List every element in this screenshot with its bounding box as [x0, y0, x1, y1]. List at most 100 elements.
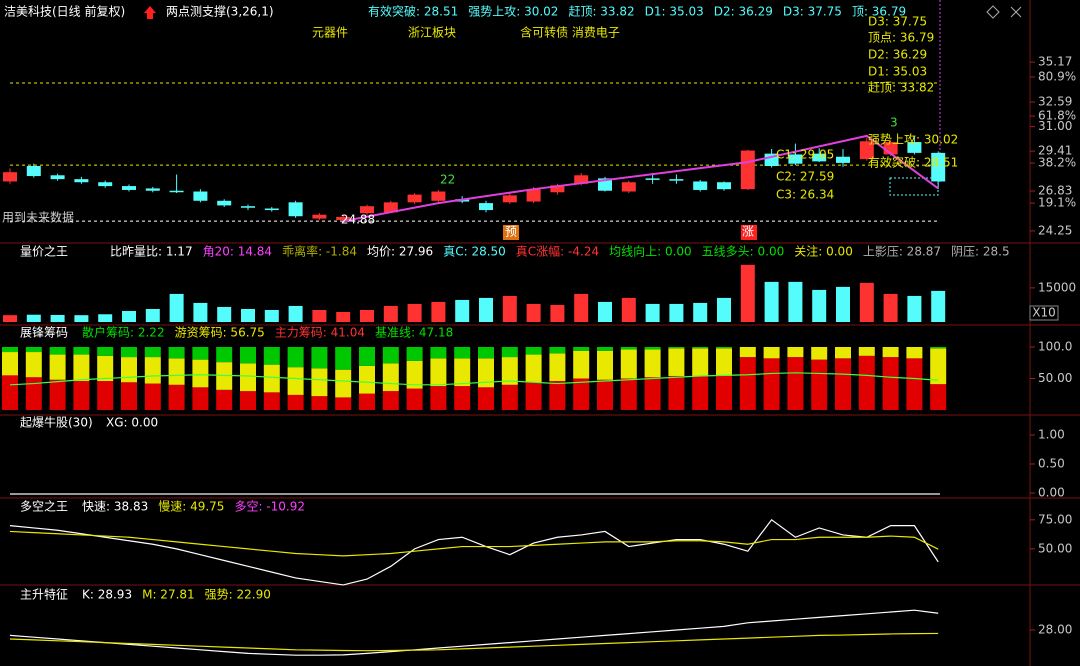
indicator-value: 五线多头: 0.00 [702, 245, 785, 259]
candle-body [669, 179, 684, 181]
volume-bar [98, 314, 113, 322]
trend-line [9, 632, 939, 652]
chip-segment [144, 347, 161, 358]
indicator-value: K: 28.93 [82, 588, 132, 602]
candle-body [836, 156, 850, 163]
volume-bar [669, 303, 684, 322]
volume-bar [336, 311, 351, 322]
candle-body [407, 194, 422, 203]
indicator-value: 上影压: 28.87 [863, 245, 941, 259]
volume-bar [288, 305, 303, 322]
y-tick-label: 15000 [1038, 280, 1076, 294]
chip-segment [501, 384, 518, 410]
chip-segment [858, 347, 875, 356]
indicator-value: 游资筹码: 56.75 [175, 326, 265, 340]
y-tick-label: 61.8% [1038, 109, 1076, 123]
chip-segment [882, 357, 899, 410]
chip-segment [168, 358, 185, 385]
candle-body [50, 175, 65, 180]
chip-segment [644, 349, 661, 378]
close-icon[interactable] [1010, 6, 1022, 18]
candle-body [502, 195, 517, 203]
volume-bar [264, 309, 279, 322]
annotation: 赶顶: 33.82 [868, 81, 934, 95]
chip-segment [549, 347, 566, 354]
indicator-value: 快速: 38.83 [82, 500, 148, 514]
chip-segment [406, 360, 423, 389]
chip-segment [692, 375, 709, 410]
chip-segment [906, 358, 923, 410]
volume-bar [312, 309, 327, 322]
up-arrow-icon[interactable] [144, 6, 156, 19]
indicator-value: 基准线: 47.18 [375, 326, 453, 340]
candle-body [169, 190, 184, 193]
volume-bar [193, 302, 208, 322]
indicator-value: 比昨量比: 1.17 [110, 245, 193, 259]
volume-bar [50, 314, 65, 322]
chip-segment [835, 358, 851, 410]
volume-bar [407, 303, 422, 322]
indicator-value: 真C: 28.50 [443, 245, 506, 259]
candle-body [3, 172, 17, 182]
chip-segment [454, 386, 471, 410]
chip-segment [144, 383, 161, 410]
indicator-value: D2: 36.29 [714, 5, 773, 19]
chip-segment [121, 382, 137, 410]
chip-segment [359, 347, 375, 366]
chip-segment [620, 378, 637, 410]
diamond-icon[interactable] [986, 5, 1000, 19]
chip-segment [2, 352, 18, 376]
chip-segment [430, 358, 447, 387]
volume-bar [907, 295, 922, 322]
chip-segment [525, 347, 542, 355]
indicator-value: 多空: -10.92 [234, 500, 305, 514]
chip-segment [692, 348, 709, 376]
trend-line [9, 609, 939, 656]
y-tick-label: 26.83 [1038, 184, 1072, 198]
chip-segment [49, 354, 66, 380]
volume-bar [859, 282, 874, 322]
signal-badge [503, 225, 519, 240]
volume-bar [479, 297, 493, 322]
volume-bar [3, 315, 17, 322]
candle-body [431, 191, 446, 201]
indicator-value: 有效突破: 28.51 [368, 4, 458, 19]
chip-segment [620, 347, 637, 350]
indicator-value: 主力筹码: 41.04 [275, 326, 365, 340]
volume-bar [764, 281, 779, 322]
candle-body [360, 206, 374, 214]
chip-segment [811, 359, 828, 410]
candle-body [288, 202, 303, 217]
chip-segment [192, 359, 209, 388]
volume-bar [360, 309, 374, 322]
y-tick-label: 38.2% [1038, 156, 1076, 170]
chip-segment [716, 348, 732, 376]
annotation: D2: 36.29 [868, 48, 927, 62]
y-tick-label: 80.9% [1038, 69, 1076, 83]
chip-segment [97, 347, 114, 356]
indicator-value: XG: 0.00 [106, 416, 158, 430]
chip-segment [359, 393, 375, 410]
chip-segment [668, 375, 685, 410]
annotation: D3: 37.75 [868, 15, 927, 29]
y-tick-label: 0.00 [1038, 486, 1065, 500]
baseline-line [9, 372, 939, 386]
volume-bar [883, 293, 898, 322]
chip-segment [49, 347, 66, 355]
candle-body [859, 141, 874, 160]
annotation: C3: 26.34 [776, 188, 834, 202]
candle-body [740, 150, 755, 190]
chip-segment [406, 388, 423, 410]
chip-segment [716, 375, 732, 410]
chip-segment [549, 381, 566, 410]
indicator-value: D3: 37.75 [783, 5, 842, 19]
chip-segment [216, 389, 233, 410]
chip-segment [2, 375, 18, 410]
oscillator-line [9, 518, 939, 586]
annotation: 涨 [742, 224, 754, 239]
chip-segment [49, 379, 66, 410]
chip-segment [763, 358, 780, 410]
chip-segment [2, 347, 18, 353]
